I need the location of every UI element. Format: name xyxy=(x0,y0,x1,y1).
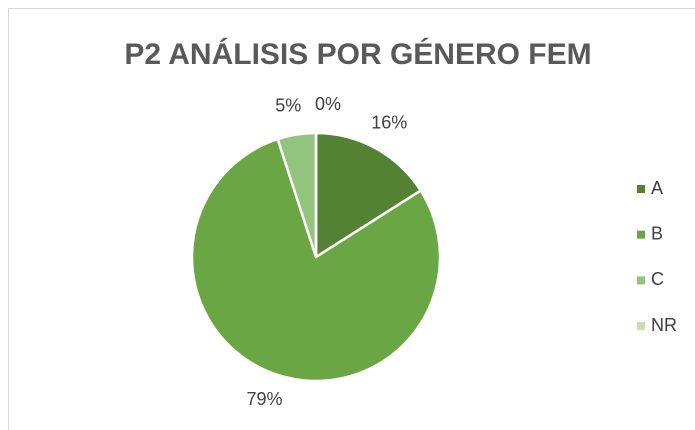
chart-title: P2 ANÁLISIS POR GÉNERO FEM xyxy=(124,37,591,71)
data-label: 79% xyxy=(246,389,282,409)
pie-slice xyxy=(314,131,423,260)
legend-label: NR xyxy=(651,315,677,335)
legend-swatch xyxy=(637,230,645,239)
data-label: 0% xyxy=(315,94,341,114)
legend-label: A xyxy=(651,178,663,198)
legend-label: C xyxy=(651,269,664,289)
legend-label: B xyxy=(651,223,663,243)
data-label: 16% xyxy=(371,113,407,133)
legend-swatch xyxy=(637,322,645,331)
pie-slice xyxy=(190,137,442,383)
legend-swatch xyxy=(637,185,645,193)
legend-swatch xyxy=(637,276,645,285)
data-label: 5% xyxy=(275,96,301,116)
